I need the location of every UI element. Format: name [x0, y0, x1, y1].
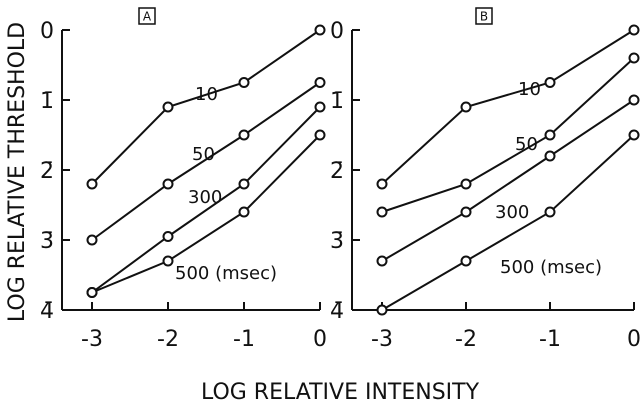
data-point	[86, 287, 98, 298]
panel-box	[138, 7, 156, 25]
data-point	[544, 129, 556, 141]
y-tick-label: 3̄	[330, 229, 344, 254]
data-point	[460, 178, 472, 190]
y-tick-label: 2̄	[330, 159, 344, 184]
data-point	[162, 101, 174, 113]
series-line	[91, 29, 321, 185]
series-line	[91, 81, 321, 241]
x-tick-label: -3	[81, 327, 103, 352]
series-line	[91, 134, 321, 294]
x-tick-label: -3	[371, 327, 393, 352]
series-label: 50	[515, 134, 538, 155]
x-tick-label: -2	[455, 327, 477, 352]
data-point	[628, 52, 640, 64]
data-point	[238, 129, 250, 141]
series-line	[91, 106, 321, 294]
panel-label: A	[143, 10, 152, 24]
series-line	[381, 29, 635, 185]
series-label: 500 (msec)	[175, 263, 277, 284]
data-point	[238, 206, 250, 218]
data-point	[314, 24, 326, 36]
y-tick-label: 4̄	[40, 299, 54, 324]
y-tick-label: 0	[330, 19, 344, 44]
series-label: 10	[195, 84, 218, 105]
series-line	[381, 57, 635, 213]
data-point	[376, 206, 388, 218]
x-axis-label: LOG RELATIVE INTENSITY	[201, 380, 480, 405]
series-label: 50	[192, 144, 215, 165]
y-axis-label: LOG RELATIVE THRESHOLD	[5, 22, 30, 322]
panel-box	[475, 7, 493, 25]
y-tick-label: 1̄	[330, 89, 344, 114]
data-point	[314, 77, 326, 88]
data-point	[162, 231, 174, 242]
data-point	[86, 234, 98, 246]
data-point	[628, 94, 640, 106]
x-tick-label: -1	[539, 327, 561, 352]
data-point	[376, 255, 388, 267]
data-point	[628, 24, 640, 36]
x-tick-label: -2	[157, 327, 179, 352]
series-label: 10	[518, 79, 541, 100]
data-point	[314, 101, 326, 113]
data-point	[544, 150, 556, 162]
series-label: 300	[188, 187, 222, 208]
y-tick-label: 1̄	[40, 89, 54, 114]
data-point	[86, 178, 98, 190]
x-tick-label: 0	[313, 327, 327, 352]
series-line	[381, 99, 635, 262]
data-point	[628, 129, 640, 141]
data-point	[544, 206, 556, 218]
y-tick-label: 2̄	[40, 159, 54, 184]
data-point	[314, 129, 326, 141]
panel-label: B	[480, 10, 488, 24]
data-point	[460, 101, 472, 113]
x-tick-label: 0	[627, 327, 641, 352]
data-point	[460, 206, 472, 218]
data-point	[460, 255, 472, 267]
series-line	[381, 134, 635, 311]
series-label: 500 (msec)	[500, 257, 602, 278]
data-point	[162, 255, 174, 267]
data-point	[376, 178, 388, 190]
data-point	[376, 304, 388, 316]
data-point	[544, 77, 556, 88]
data-point	[238, 77, 250, 88]
y-tick-label: 0	[40, 19, 54, 44]
data-point	[162, 178, 174, 190]
series-label: 300	[495, 202, 529, 223]
y-tick-label: 4̄	[330, 299, 344, 324]
data-point	[238, 178, 250, 190]
y-tick-label: 3̄	[40, 229, 54, 254]
x-tick-label: -1	[233, 327, 255, 352]
